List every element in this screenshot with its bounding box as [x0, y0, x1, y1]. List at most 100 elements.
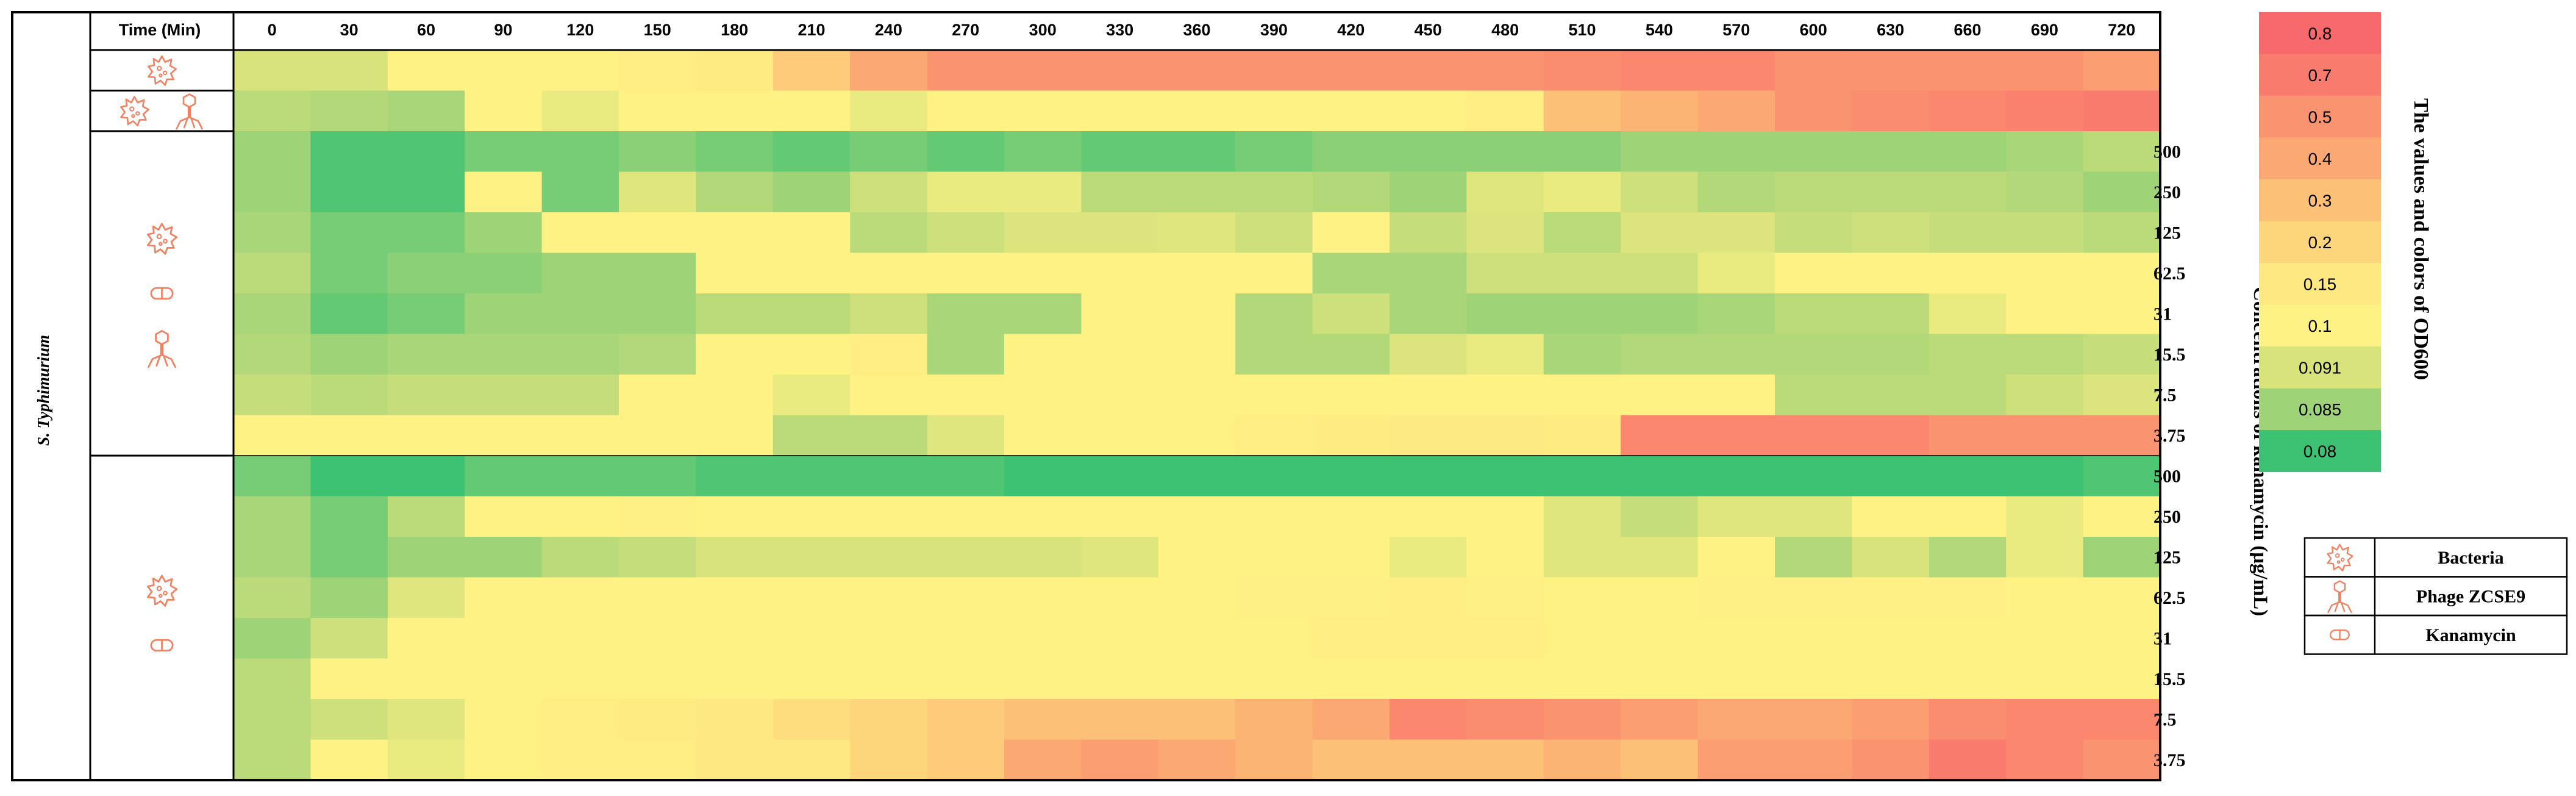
heatmap-cell [541, 496, 619, 537]
heatmap-cell [1852, 658, 1930, 700]
heatmap-cell [1235, 699, 1313, 740]
heatmap-cell [927, 212, 1005, 254]
heatmap-cell [1158, 50, 1236, 91]
heatmap-cell [1158, 171, 1236, 213]
heatmap-cell [1390, 131, 1467, 173]
heatmap-cell [1081, 171, 1159, 213]
heatmap-cell [1235, 293, 1313, 335]
heatmap-cell [1004, 171, 1082, 213]
heatmap-cell [1312, 739, 1390, 781]
heatmap-cell [850, 739, 928, 781]
heatmap-cell [310, 50, 388, 91]
heatmap-cell [387, 293, 465, 335]
heatmap-cell [1390, 253, 1467, 294]
heatmap-cell [1928, 577, 2007, 619]
heatmap-cell [1312, 537, 1390, 578]
heatmap-cell [1775, 90, 1852, 132]
heatmap-cell [1928, 171, 2007, 213]
heatmap-cell [387, 496, 465, 537]
heatmap-cell [1466, 577, 1544, 619]
heatmap-cell [1312, 131, 1390, 173]
heatmap-cell [1852, 90, 1930, 132]
heatmap-cell [465, 496, 543, 537]
heatmap-cell [1390, 334, 1467, 375]
heatmap-cell [1466, 212, 1544, 254]
heatmap-cell [772, 50, 851, 91]
heatmap-cell [850, 537, 928, 578]
legend-label: 0.2 [2308, 233, 2332, 252]
heatmap-cell [696, 496, 774, 537]
heatmap-cell [1081, 212, 1159, 254]
heatmap-cell [927, 577, 1005, 619]
heatmap-cell [1621, 739, 1699, 781]
heatmap-cell [1004, 131, 1082, 173]
kanamycin-icon [150, 639, 174, 652]
heatmap-cell [1390, 496, 1467, 537]
heatmap-cell [1390, 212, 1467, 254]
heatmap-cell [1004, 253, 1082, 294]
heatmap-cell [772, 739, 851, 781]
heatmap-cell [619, 212, 696, 254]
heatmap-cell [1158, 537, 1236, 578]
heatmap-cell [1004, 739, 1082, 781]
heatmap-cell [310, 496, 388, 537]
heatmap-cell [850, 496, 928, 537]
time-label: 420 [1337, 21, 1365, 39]
heatmap-cell [1543, 699, 1621, 740]
heatmap-cell [234, 739, 311, 781]
heatmap-cell [696, 90, 774, 132]
heatmap-cell [2006, 131, 2084, 173]
heatmap-cell [234, 537, 311, 578]
heatmap-cell [1928, 50, 2007, 91]
heatmap-cell [1081, 456, 1159, 497]
heatmap-cell [2083, 496, 2161, 537]
heatmap-cell [1621, 253, 1699, 294]
heatmap-cell [1775, 537, 1852, 578]
heatmap-cell [1697, 537, 1775, 578]
legend-label: 0.15 [2303, 274, 2337, 293]
heatmap-cell [1697, 496, 1775, 537]
heatmap-cell [1543, 456, 1621, 497]
heatmap-cell [1158, 253, 1236, 294]
heatmap-cell [1235, 618, 1313, 659]
heatmap-cell [1697, 456, 1775, 497]
heatmap-cell [1466, 415, 1544, 456]
concentration-label: 7.5 [2153, 385, 2177, 405]
heatmap-cell [2083, 739, 2161, 781]
heatmap-cell [2083, 253, 2161, 294]
heatmap-cell [772, 253, 851, 294]
heatmap-cell [234, 699, 311, 740]
heatmap-cell [696, 50, 774, 91]
heatmap-cell [541, 90, 619, 132]
heatmap-cell [465, 90, 543, 132]
heatmap-cell [1004, 577, 1082, 619]
heatmap-cell [234, 212, 311, 254]
heatmap-cell [1621, 618, 1699, 659]
heatmap-cell [1621, 699, 1699, 740]
heatmap-cell [1312, 375, 1390, 416]
heatmap-cell [1852, 171, 1930, 213]
heatmap-cell [234, 253, 311, 294]
bacteria-icon [2327, 543, 2353, 572]
heatmap-cell [1466, 739, 1544, 781]
heatmap-cell [1235, 90, 1313, 132]
heatmap-cell [234, 496, 311, 537]
heatmap-cell [772, 293, 851, 335]
heatmap-cell [541, 253, 619, 294]
heatmap-cell [619, 739, 696, 781]
heatmap-cell [772, 334, 851, 375]
heatmap-cell [541, 212, 619, 254]
heatmap-cell [927, 50, 1005, 91]
heatmap-cell [2006, 253, 2084, 294]
legend-swatch [2259, 263, 2381, 305]
heatmap-cell [2083, 131, 2161, 173]
heatmap-cell [310, 618, 388, 659]
heatmap-cell [1312, 50, 1390, 91]
heatmap-cell [619, 253, 696, 294]
legend-label: 0.1 [2308, 317, 2332, 335]
heatmap-cell [1312, 334, 1390, 375]
heatmap-cell [465, 293, 543, 335]
heatmap-cell [1390, 293, 1467, 335]
heatmap-cell [927, 739, 1005, 781]
time-label: 120 [566, 21, 594, 39]
